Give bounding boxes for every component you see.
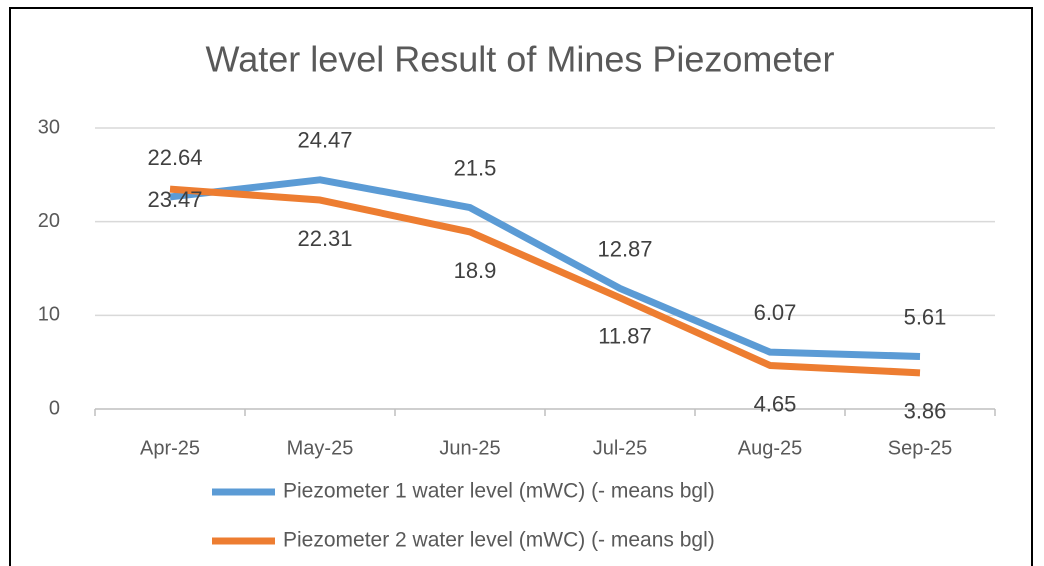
data-label: 6.07 xyxy=(754,300,797,325)
data-label: 21.5 xyxy=(454,155,497,180)
data-label: 23.47 xyxy=(147,187,202,212)
y-tick-label: 0 xyxy=(49,397,60,419)
y-tick-label: 20 xyxy=(38,210,60,232)
legend-label: Piezometer 1 water level (mWC) (- means … xyxy=(283,480,715,503)
x-tick-label: Apr-25 xyxy=(140,437,200,459)
series-line xyxy=(169,176,921,360)
data-label: 3.86 xyxy=(904,399,947,424)
chart-border xyxy=(9,7,1033,566)
legend-label: Piezometer 2 water level (mWC) (- means … xyxy=(283,529,715,552)
x-tick-label: Jul-25 xyxy=(593,437,647,459)
x-tick-label: Sep-25 xyxy=(888,437,953,459)
data-label: 22.31 xyxy=(297,226,352,251)
data-label: 22.64 xyxy=(147,145,202,170)
data-label: 5.61 xyxy=(904,304,947,329)
series-line xyxy=(169,185,921,377)
data-label: 4.65 xyxy=(754,391,797,416)
y-tick-label: 30 xyxy=(38,116,60,138)
x-tick-label: May-25 xyxy=(287,437,354,459)
data-label: 18.9 xyxy=(454,258,497,283)
data-label: 12.87 xyxy=(597,236,652,261)
data-label: 24.47 xyxy=(297,128,352,153)
y-tick-label: 10 xyxy=(38,304,60,326)
x-tick-label: Aug-25 xyxy=(738,437,803,459)
data-label: 11.87 xyxy=(598,324,651,349)
x-tick-label: Jun-25 xyxy=(439,437,500,459)
chart-title: Water level Result of Mines Piezometer xyxy=(206,39,835,80)
